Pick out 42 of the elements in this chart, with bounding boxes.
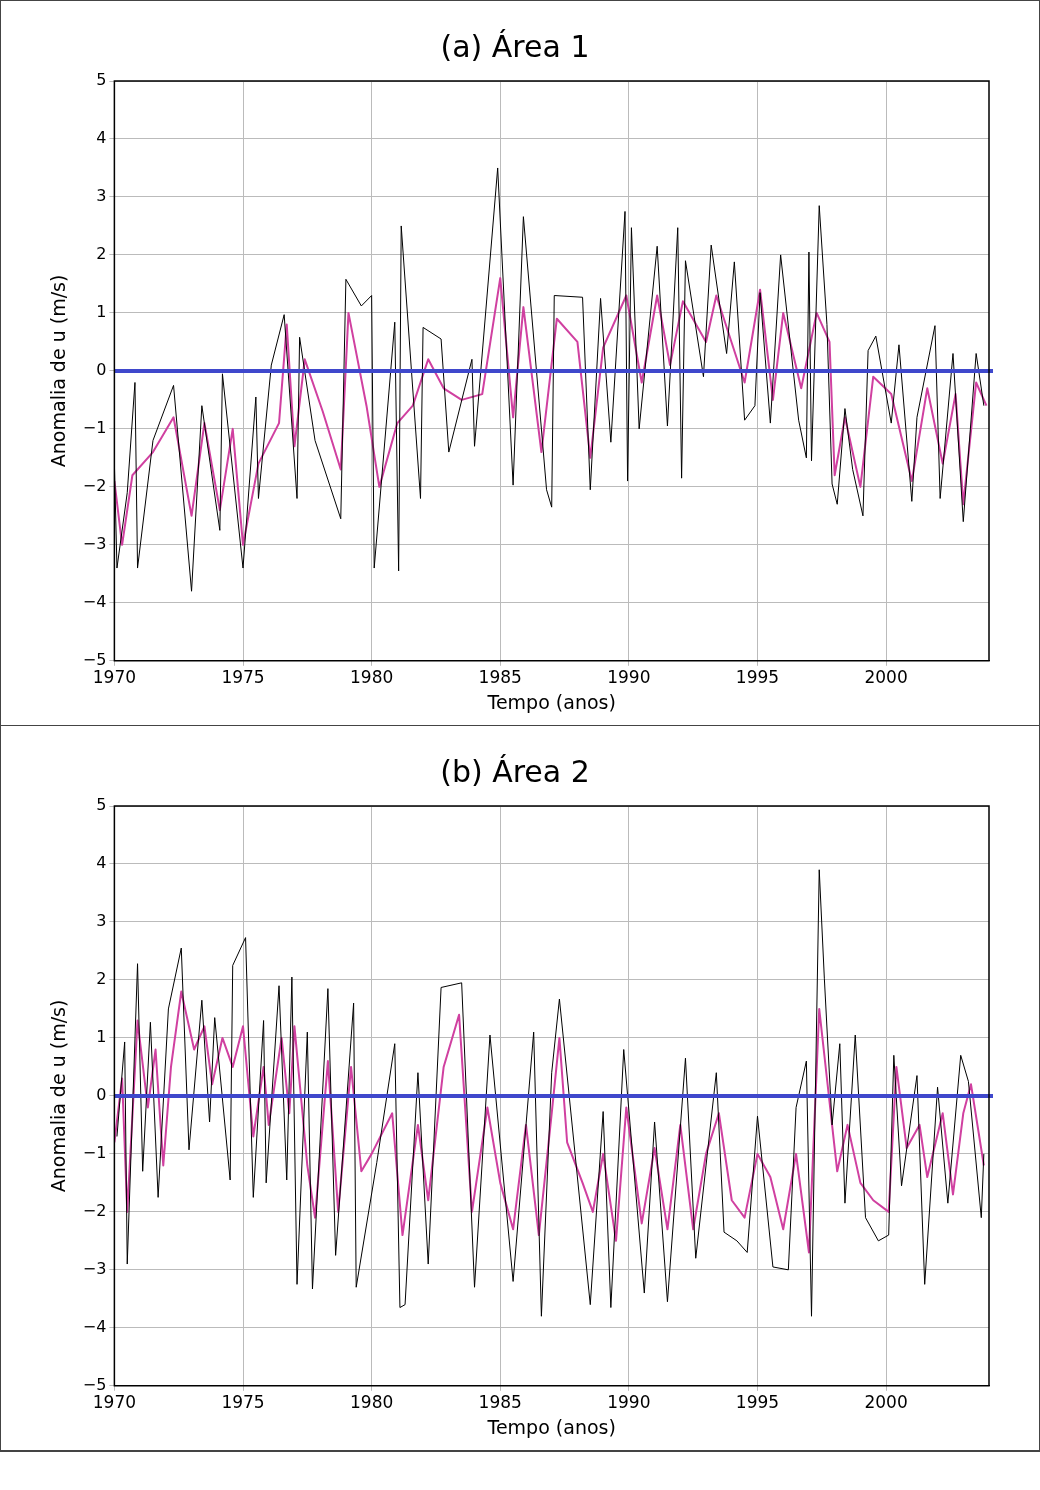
y-tick-label: 1 bbox=[96, 302, 107, 322]
y-tick-label: 2 bbox=[96, 244, 107, 264]
x-tick-label: 1985 bbox=[478, 1392, 522, 1413]
y-tick-label: 0 bbox=[96, 1085, 107, 1105]
y-tick-label: −3 bbox=[82, 534, 107, 553]
y-tick-label: 0 bbox=[96, 360, 107, 380]
y-tick-label: −1 bbox=[82, 1143, 107, 1163]
y-tick-label: −4 bbox=[82, 1316, 107, 1336]
x-tick-label: 1975 bbox=[221, 667, 265, 688]
x-tick-label: 1970 bbox=[92, 667, 137, 688]
y-tick-label: −5 bbox=[82, 1374, 107, 1394]
y-tick-label: −4 bbox=[82, 591, 107, 611]
x-tick-label: 1975 bbox=[221, 1392, 265, 1413]
y-tick-label: 2 bbox=[96, 969, 107, 989]
y-tick-label: 1 bbox=[96, 1027, 107, 1047]
y-tick-label: 4 bbox=[96, 853, 107, 873]
y-tick-label: −2 bbox=[82, 476, 107, 496]
y-axis-title: Anomalia de u (m/s) bbox=[47, 999, 70, 1193]
y-tick-label: −5 bbox=[82, 649, 107, 669]
y-tick-label: 4 bbox=[96, 128, 107, 148]
y-tick-label: 3 bbox=[96, 911, 107, 931]
y-tick-label: 5 bbox=[96, 795, 107, 815]
x-tick-label: 1985 bbox=[478, 667, 522, 688]
y-axis-title: Anomalia de u (m/s) bbox=[47, 274, 70, 468]
x-tick-label: 1990 bbox=[607, 667, 651, 688]
x-tick-label: 1970 bbox=[92, 1392, 137, 1413]
y-tick-label: 5 bbox=[96, 70, 107, 90]
x-tick-label: 2000 bbox=[864, 1392, 908, 1413]
x-tick-label: 1990 bbox=[607, 1392, 651, 1413]
x-axis-title: Tempo (anos) bbox=[486, 690, 616, 713]
x-tick-label: 1995 bbox=[735, 1392, 780, 1413]
y-tick-label: −1 bbox=[82, 418, 107, 438]
chart-title: (a) Área 1 bbox=[440, 28, 590, 64]
y-tick-label: 3 bbox=[96, 186, 107, 206]
chart-title: (b) Área 2 bbox=[440, 753, 590, 789]
x-tick-label: 1980 bbox=[349, 667, 394, 688]
x-tick-label: 1995 bbox=[735, 667, 780, 688]
y-tick-label: −3 bbox=[82, 1259, 107, 1278]
x-tick-label: 1980 bbox=[349, 1392, 394, 1413]
x-tick-label: 2000 bbox=[864, 667, 908, 688]
x-axis-title: Tempo (anos) bbox=[486, 1415, 616, 1438]
y-tick-label: −2 bbox=[82, 1201, 107, 1221]
